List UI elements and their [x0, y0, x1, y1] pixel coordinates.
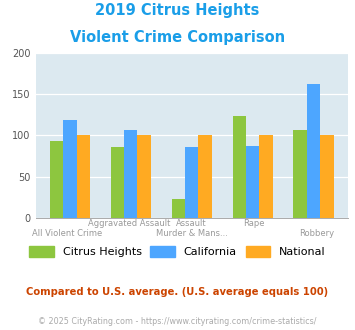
Text: Aggravated Assault: Aggravated Assault	[88, 219, 170, 228]
Bar	[198, 135, 212, 218]
Bar	[294, 130, 307, 218]
Bar	[63, 120, 77, 218]
Bar	[137, 135, 151, 218]
Bar	[307, 84, 320, 218]
Bar	[171, 199, 185, 218]
Bar	[185, 147, 198, 218]
Text: Compared to U.S. average. (U.S. average equals 100): Compared to U.S. average. (U.S. average …	[26, 287, 329, 297]
Text: Robbery: Robbery	[299, 229, 334, 238]
Text: 2019 Citrus Heights: 2019 Citrus Heights	[95, 3, 260, 18]
Text: Violent Crime Comparison: Violent Crime Comparison	[70, 30, 285, 45]
Legend: Citrus Heights, California, National: Citrus Heights, California, National	[25, 242, 330, 262]
Text: Rape: Rape	[244, 219, 265, 228]
Bar	[124, 129, 137, 218]
Bar	[246, 146, 260, 218]
Text: Assault: Assault	[176, 219, 207, 228]
Bar	[233, 116, 246, 218]
Bar	[77, 135, 90, 218]
Bar	[50, 141, 63, 218]
Bar	[320, 135, 334, 218]
Text: All Violent Crime: All Violent Crime	[32, 229, 102, 238]
Text: Murder & Mans...: Murder & Mans...	[156, 229, 228, 238]
Bar	[111, 147, 124, 218]
Text: © 2025 CityRating.com - https://www.cityrating.com/crime-statistics/: © 2025 CityRating.com - https://www.city…	[38, 317, 317, 326]
Bar	[260, 135, 273, 218]
